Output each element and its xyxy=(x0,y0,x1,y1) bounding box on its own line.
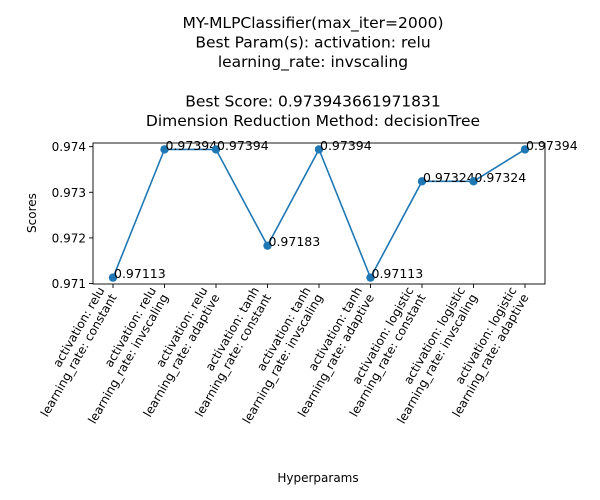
data-point xyxy=(263,241,272,250)
chart-title: MY-MLPClassifier(max_iter=2000)Best Para… xyxy=(146,14,480,130)
data-label: 0.97183 xyxy=(269,234,321,249)
data-label: 0.97394 xyxy=(166,138,218,153)
data-point xyxy=(520,145,530,154)
data-point xyxy=(469,177,478,186)
data-point xyxy=(417,177,427,186)
data-point xyxy=(366,273,375,282)
y-tick-label: 0.971 xyxy=(52,277,86,291)
y-tick-label: 0.973 xyxy=(52,186,86,200)
y-axis-label: Scores xyxy=(25,193,39,233)
title-line: Dimension Reduction Method: decisionTree xyxy=(146,112,480,130)
data-label: 0.97394 xyxy=(526,138,578,153)
data-label: 0.97394 xyxy=(217,138,269,153)
data-label: 0.97113 xyxy=(372,266,424,281)
y-tick-label: 0.974 xyxy=(52,140,86,154)
x-axis-label: Hyperparams xyxy=(277,471,358,485)
data-point xyxy=(160,145,169,154)
data-label: 0.97113 xyxy=(114,266,166,281)
data-point xyxy=(211,145,221,154)
title-line: learning_rate: invscaling xyxy=(218,53,408,72)
data-point xyxy=(314,145,324,154)
data-point xyxy=(108,273,118,282)
y-tick-label: 0.972 xyxy=(52,231,86,245)
data-label: 0.97394 xyxy=(320,138,372,153)
data-label: 0.97324 xyxy=(423,170,475,185)
title-line: MY-MLPClassifier(max_iter=2000) xyxy=(182,14,443,33)
data-label: 0.97324 xyxy=(475,170,527,185)
title-line: Best Param(s): activation: relu xyxy=(195,34,430,52)
title-line: Best Score: 0.973943661971831 xyxy=(185,92,441,110)
